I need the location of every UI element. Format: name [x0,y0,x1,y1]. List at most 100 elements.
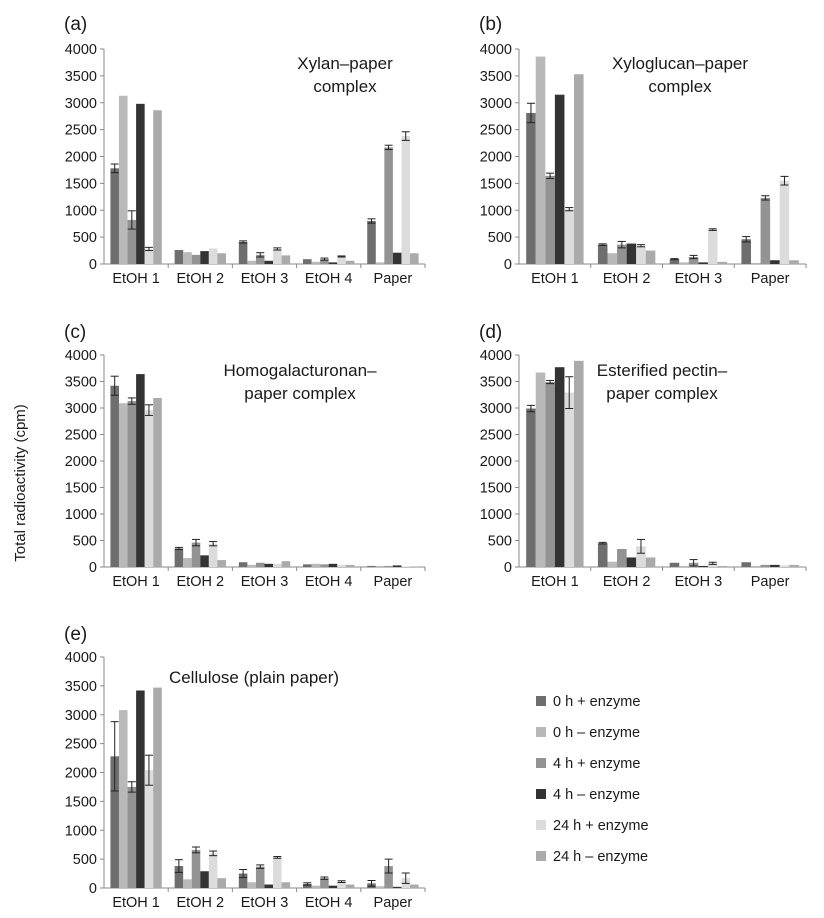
bar [264,260,274,264]
y-tick-label: 2500 [480,428,512,444]
bar [789,260,799,264]
bar [375,565,385,567]
bar [153,687,162,888]
bar [208,853,218,888]
y-tick-label: 1500 [65,481,97,497]
y-axis-label: Total radioactivity (cpm) [12,404,29,562]
x-category-label: EtOH 3 [241,271,289,287]
bar [247,260,256,264]
x-category-label: Paper [374,271,413,287]
x-category-label: EtOH 3 [675,574,723,590]
bar [645,250,656,264]
legend: 0 h + enzyme 0 h – enzyme 4 h + enzyme 4 h … [536,694,649,865]
bar [741,562,751,567]
bar [217,560,226,567]
y-tick-label: 3500 [480,375,512,391]
bar [626,557,637,567]
y-tick-label: 3000 [65,708,97,724]
bar [273,563,282,567]
bar [345,884,355,888]
x-category-label: EtOH 4 [305,574,353,590]
y-tick-label: 1500 [480,176,512,192]
bar [264,884,274,888]
y-tick-label: 1500 [65,176,97,192]
panel-letter: (c) [64,322,86,343]
bar [136,103,145,264]
legend-swatch [536,758,546,768]
bar [526,112,536,265]
bar [217,878,226,888]
y-tick-label: 1500 [480,481,512,497]
y-tick-label: 1500 [65,794,97,810]
bar [200,555,209,567]
y-tick-label: 3500 [65,69,97,85]
x-category-label: Paper [751,271,790,287]
bar [303,259,312,264]
bar [375,886,385,888]
bar [401,566,411,567]
x-category-label: EtOH 1 [112,574,160,590]
bar [410,253,419,264]
panel-title: complex [313,77,377,96]
bar [688,257,699,264]
bar [110,385,119,567]
bar [136,374,145,567]
legend-swatch [536,789,546,799]
bar [110,168,119,264]
bar [617,244,627,264]
chart-panel-c: (c) Homogalacturonan– paper complex 0 500 100… [64,322,426,590]
bar [303,564,312,567]
bar [779,565,790,567]
bar [127,401,137,567]
legend-label: 0 h + enzyme [553,694,640,710]
bar [183,252,192,264]
bar [328,885,338,888]
y-tick-label: 2500 [480,123,512,139]
x-category-label: EtOH 4 [305,895,353,911]
bar [636,245,646,264]
bar [679,565,689,567]
legend-swatch [536,727,546,737]
bar [770,564,780,567]
legend-item: 24 h – enzyme [536,849,648,865]
bar [183,879,192,888]
legend-label: 4 h – enzyme [553,787,640,803]
bar [144,770,154,888]
x-category-label: EtOH 2 [177,895,225,911]
bar [273,248,282,264]
bar [564,209,575,264]
panel-letter: (a) [64,14,87,35]
y-tick-label: 3500 [65,679,97,695]
bar [118,403,128,567]
bar [574,74,584,264]
y-tick-label: 500 [488,534,512,550]
bar [238,241,248,264]
panel-letter: (e) [64,624,87,645]
panel-title: paper complex [244,384,356,403]
legend-swatch [536,696,546,706]
bar [545,382,555,567]
bar [191,849,201,888]
x-category-label: EtOH 3 [241,895,289,911]
bar [698,565,708,567]
y-tick-label: 0 [504,560,512,576]
y-tick-label: 3000 [480,96,512,112]
y-tick-label: 2000 [65,454,97,470]
bar [255,866,265,888]
bar [410,566,419,567]
legend-label: 24 h + enzyme [553,818,649,834]
panel-letter: (d) [479,322,502,343]
bar [384,565,393,567]
y-tick-label: 2500 [65,737,97,753]
bar [247,882,256,888]
x-category-label: EtOH 3 [675,271,723,287]
bar [174,548,184,567]
panel-title: Homogalacturonan– [223,361,377,380]
y-tick-label: 3000 [480,401,512,417]
bar [200,251,209,264]
y-tick-label: 1000 [480,507,512,523]
bar [320,259,329,264]
x-category-label: Paper [751,574,790,590]
y-tick-label: 1000 [65,203,97,219]
